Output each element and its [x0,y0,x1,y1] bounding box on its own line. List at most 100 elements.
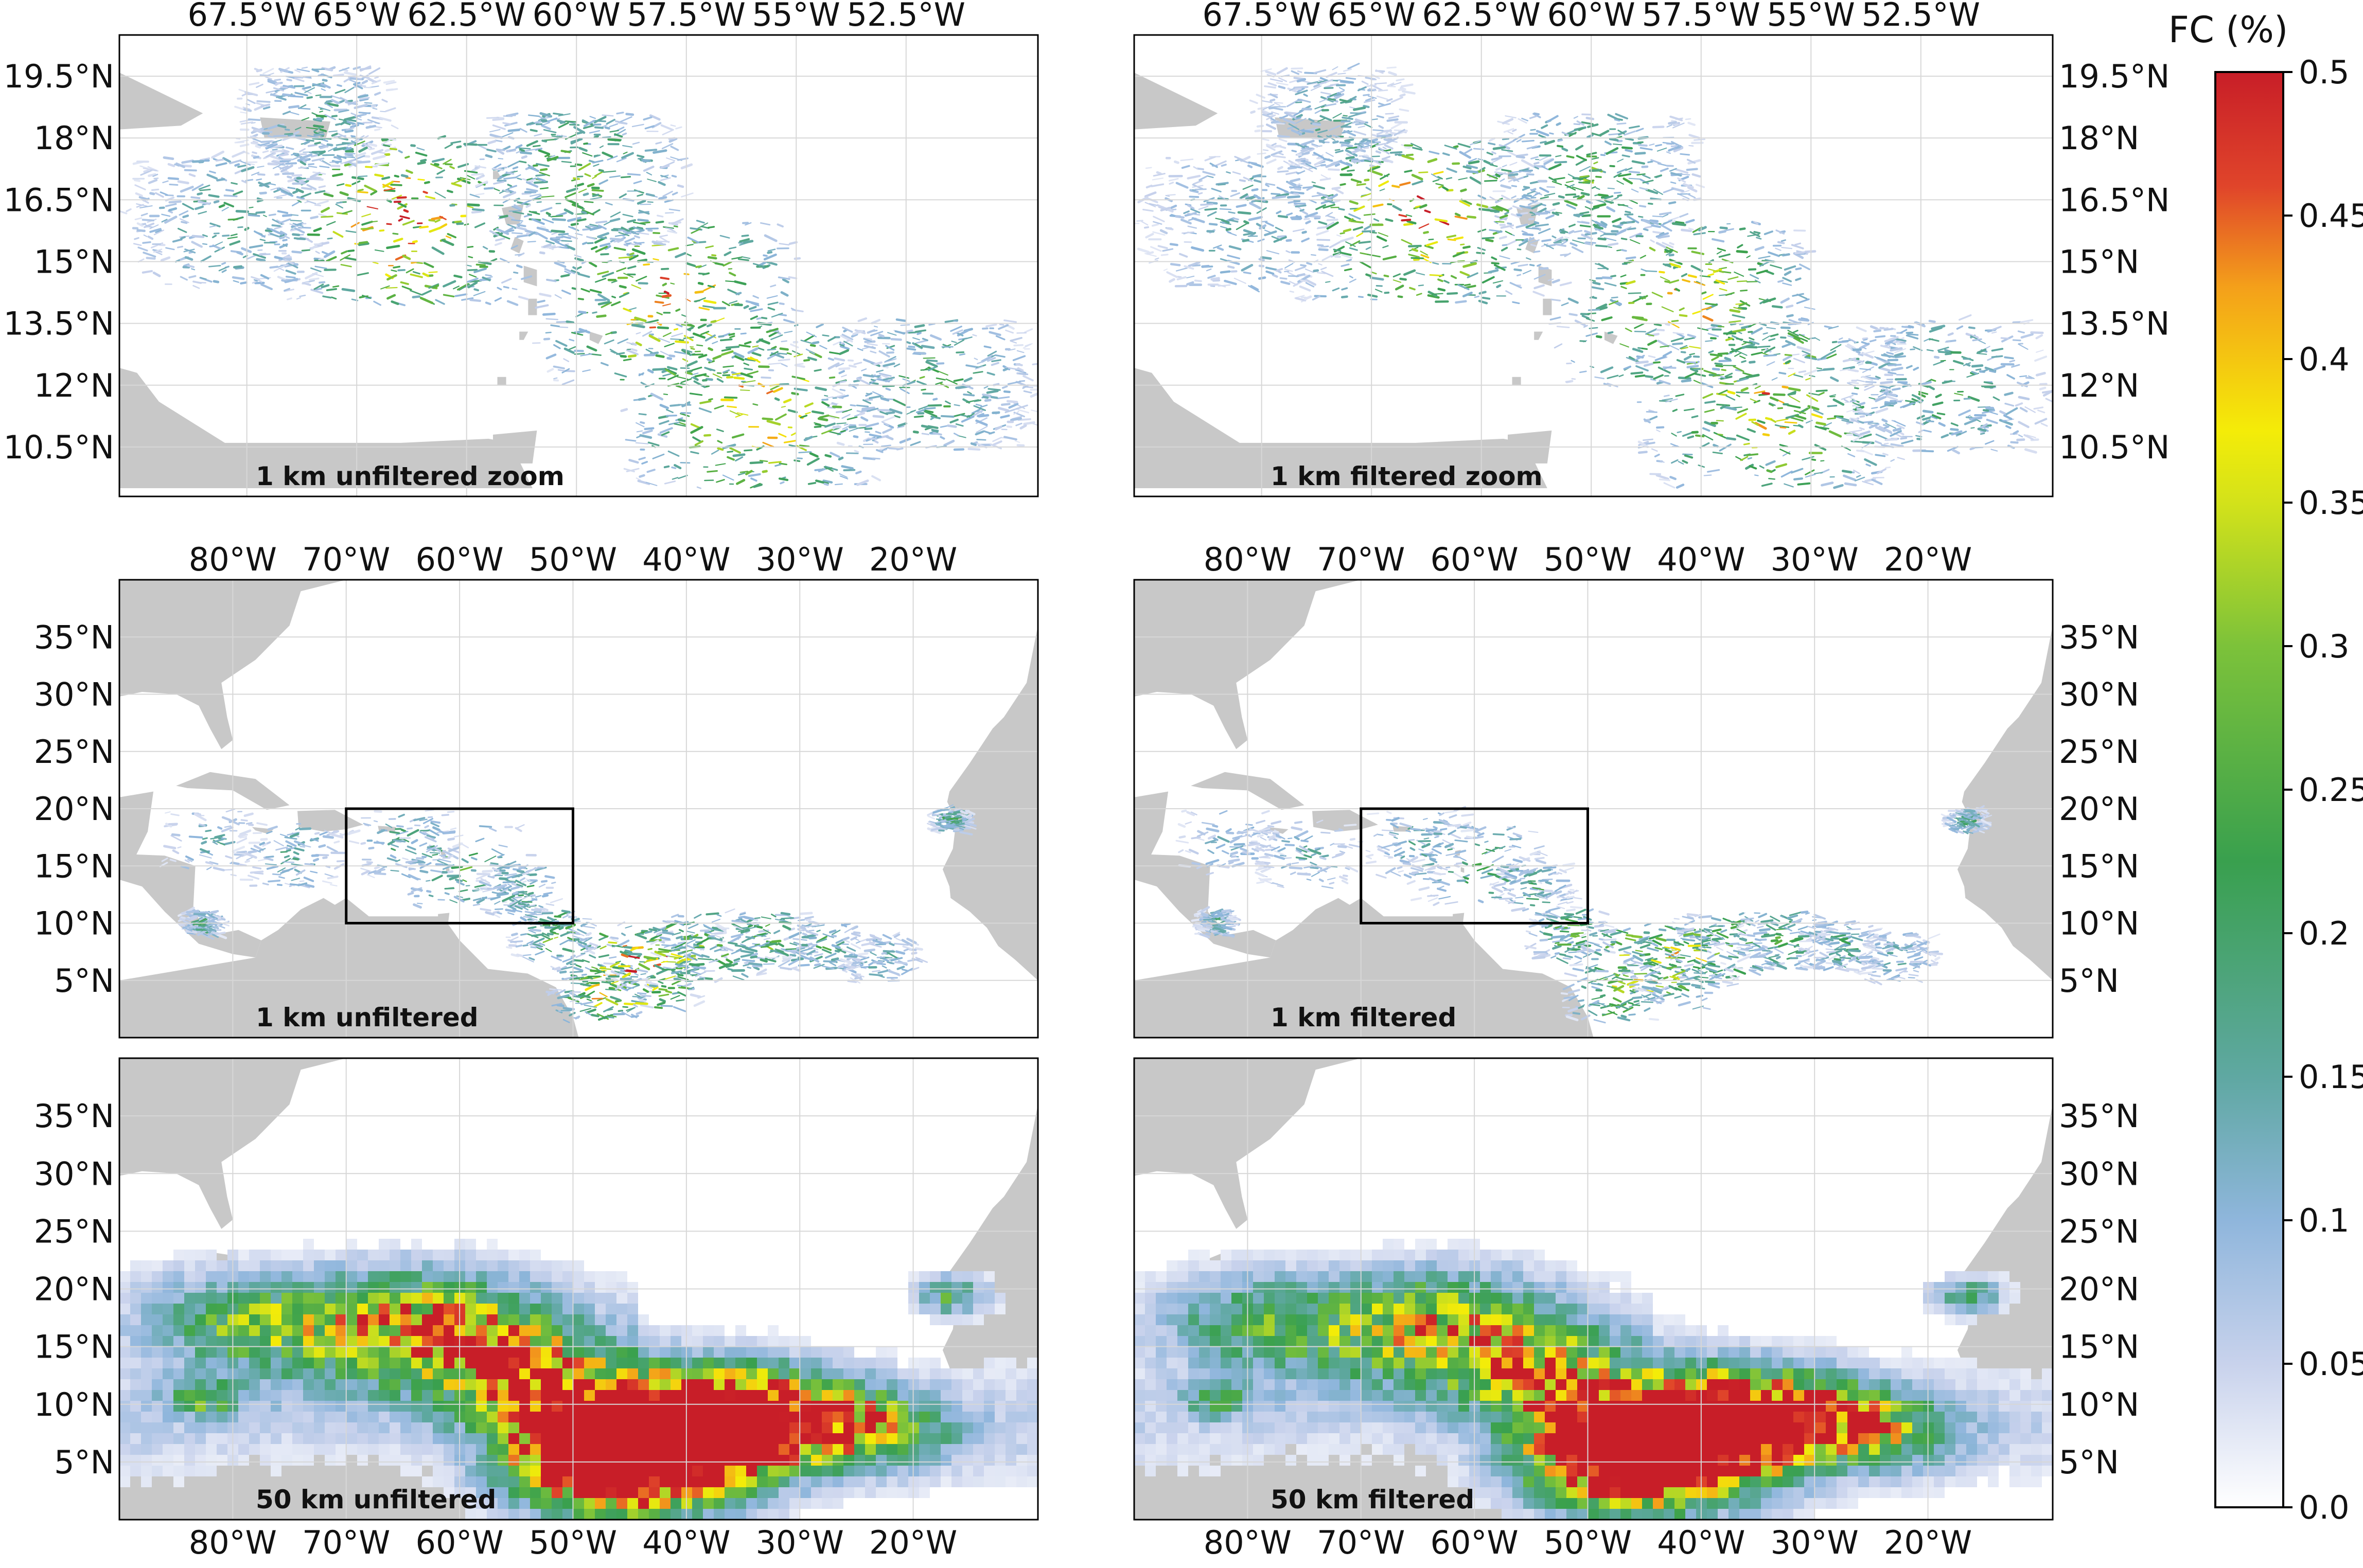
fc-streak [554,294,562,299]
fc-streak [1762,297,1776,304]
fc-streak [1506,131,1513,135]
fc-streak [1766,361,1775,366]
fc-streak [845,452,859,454]
fc-streak [691,366,702,371]
map-ocean [119,35,1038,496]
fc-streak [1679,314,1688,317]
fc-streak [1581,234,1593,240]
fc-streak [467,205,474,208]
fc-streak [1623,365,1632,370]
fc-streak [1301,166,1313,172]
fc-streak [1647,340,1657,346]
colorbar-title: FC (%) [2168,9,2288,51]
fc-streak [1784,265,1796,271]
fc-streak [1749,361,1756,364]
fc-streak [711,449,719,455]
fc-streak [345,230,357,233]
lon-tick-label: 55°W [752,0,840,33]
fc-streak [344,86,355,94]
fc-streak [983,386,989,389]
fc-streak [259,74,271,77]
fc-streak [1749,274,1759,279]
fc-streak [672,191,678,195]
fc-streak [2004,391,2014,396]
fc-streak [708,398,713,401]
fc-streak [1827,417,1836,420]
fc-streak [1406,220,1417,225]
fc-streak [404,155,410,159]
fc-streak [767,248,776,252]
fc-streak [1614,229,1627,236]
fc-streak [1977,427,1987,432]
fc-streak [1494,171,1508,175]
fc-streak [924,407,936,410]
fc-streak [1556,326,1570,328]
fc-streak [1660,460,1665,463]
fc-streak [366,77,377,83]
fc-streak [1557,145,1564,148]
fc-streak [1568,230,1575,235]
fc-streak [638,457,646,460]
fc-streak [1607,187,1615,189]
fc-streak [521,275,533,280]
fc-streak [502,122,511,125]
fc-streak [1261,100,1273,103]
fc-streak [1454,216,1468,220]
fc-streak [422,190,428,194]
fc-streak [1299,99,1311,103]
fc-streak [561,379,575,385]
fc-streak [333,135,346,138]
fc-streak [1734,352,1742,357]
fc-streak [1207,275,1216,279]
fc-streak [280,164,293,173]
fc-streak [1469,176,1483,185]
fc-streak [736,412,749,416]
fc-streak [1674,168,1689,174]
fc-streak [143,234,148,237]
fc-streak [913,415,924,418]
fc-streak [893,399,906,406]
fc-streak [1296,78,1307,83]
fc-streak [1880,381,1893,384]
fc-streak [1146,251,1154,255]
fc-streak [1591,186,1596,189]
fc-streak [1878,425,1892,433]
fc-streak [492,168,504,171]
fc-streak [1954,393,1964,396]
fc-streak [1405,214,1413,217]
fc-streak [965,364,980,369]
fc-streak [1266,145,1276,151]
fc-streak [545,211,551,216]
fc-streak [536,226,549,231]
fc-streak [1793,358,1805,364]
fc-streak [1890,347,1903,352]
fc-streak [182,215,189,219]
fc-streak [432,284,439,289]
fc-streak [1490,157,1502,164]
fc-streak [1381,155,1390,161]
fc-streak [734,280,747,286]
fc-streak [839,349,850,355]
fc-streak [297,107,311,110]
fc-streak [555,241,568,248]
fc-streak [1016,350,1025,353]
fc-streak [607,138,622,142]
fc-streak [469,279,482,283]
fc-streak [279,187,293,196]
fc-streak [187,264,195,268]
fc-streak [1984,440,1995,445]
fc-streak [1878,366,1891,372]
fc-streak [631,348,638,352]
fc-streak [869,395,881,399]
fc-streak [1265,270,1275,275]
fc-streak [1023,421,1035,425]
fc-streak [708,347,714,351]
fc-streak [577,273,590,278]
fc-streak [1606,147,1619,155]
fc-streak [1703,369,1717,376]
fc-streak [983,430,992,435]
fc-streak [1212,279,1221,282]
fc-streak [140,212,148,217]
fc-streak [1608,300,1619,306]
fc-streak [308,165,318,168]
